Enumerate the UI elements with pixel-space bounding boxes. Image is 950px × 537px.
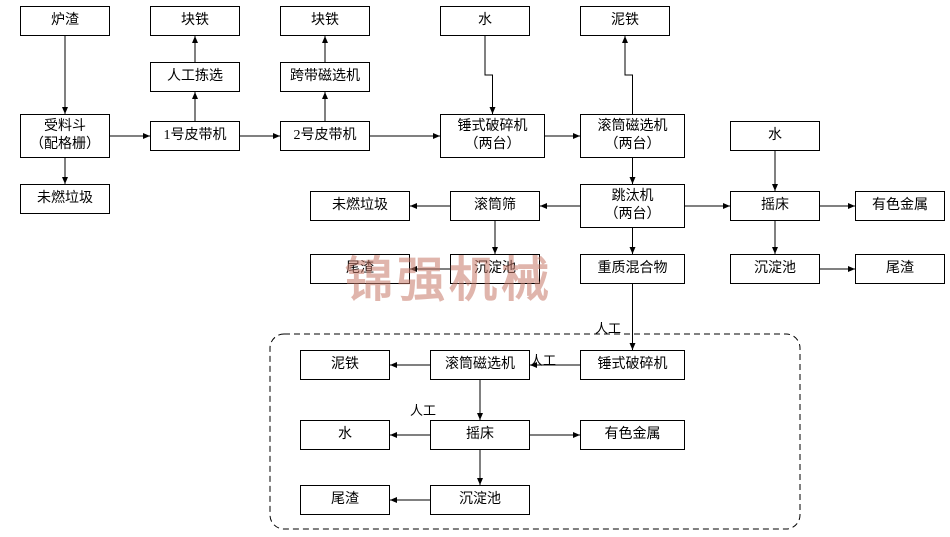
node-n_crossmag: 跨带磁选机 [280,62,370,92]
node-n_water1: 水 [440,6,530,36]
node-n_unburnt1: 未燃垃圾 [20,184,110,214]
node-n_mud2: 泥铁 [300,350,390,380]
node-n_drummag1: 滚筒磁选机 （两台） [580,114,685,158]
node-n_water2: 水 [730,121,820,151]
edge-label-l3: 人工 [410,400,436,419]
node-n_hopper: 受料斗 （配格栅） [20,114,110,158]
node-n_shaker1: 摇床 [730,191,820,221]
node-n_nfmetal1: 有色金属 [855,191,945,221]
node-n_belt1: 1号皮带机 [150,121,240,151]
node-n_block2: 块铁 [280,6,370,36]
node-n_unburnt2: 未燃垃圾 [310,191,410,221]
node-n_block1: 块铁 [150,6,240,36]
node-n_slag: 炉渣 [20,6,110,36]
node-n_water3: 水 [300,420,390,450]
node-n_settle1: 沉淀池 [450,254,540,284]
node-n_settle2: 沉淀池 [730,254,820,284]
node-n_jigger: 跳汰机 （两台） [580,184,685,228]
node-n_hammer1: 锤式破碎机 （两台） [440,114,545,158]
node-n_settle3: 沉淀池 [430,485,530,515]
node-n_tail3: 尾渣 [300,485,390,515]
node-n_belt2: 2号皮带机 [280,121,370,151]
edge-label-l1: 人工 [595,318,621,337]
edge-label-l2: 人工 [530,350,556,369]
node-n_manual: 人工拣选 [150,62,240,92]
node-n_mud1: 泥铁 [580,6,670,36]
node-n_tail2: 尾渣 [855,254,945,284]
node-n_drumscreen: 滚筒筛 [450,191,540,221]
node-n_hammer2: 锤式破碎机 [580,350,685,380]
node-n_drummag2: 滚筒磁选机 [430,350,530,380]
node-n_nfmetal2: 有色金属 [580,420,685,450]
node-n_tail1: 尾渣 [310,254,410,284]
node-n_shaker2: 摇床 [430,420,530,450]
node-n_heavymix: 重质混合物 [580,254,685,284]
